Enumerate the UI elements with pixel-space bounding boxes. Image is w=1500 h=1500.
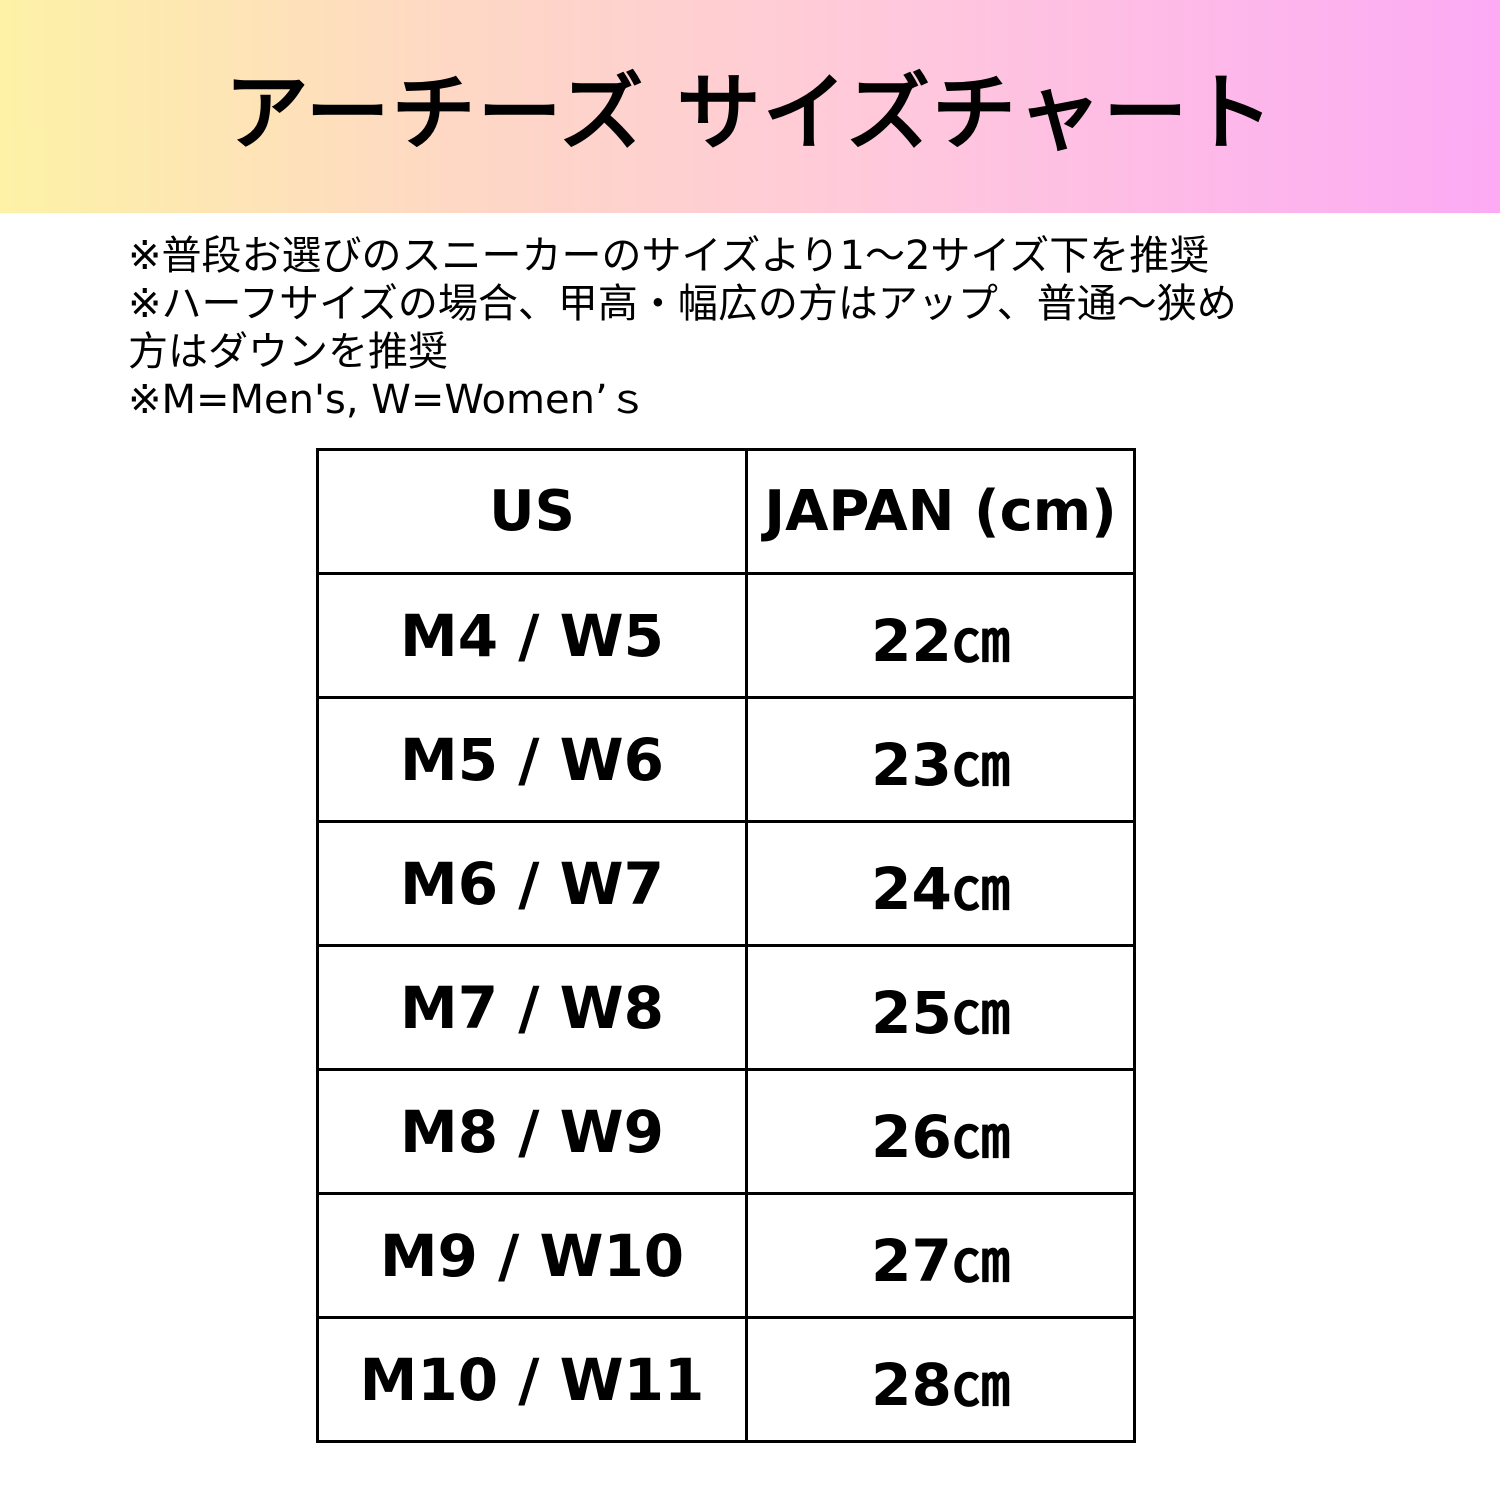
notes: ※普段お選びのスニーカーのサイズより1〜2サイズ下を推奨 ※ハーフサイズの場合、… [128, 232, 1388, 424]
note-line: ※M=Men's, W=Women’ｓ [128, 377, 648, 423]
table-header-row: US JAPAN (cm) [316, 448, 1136, 575]
us-size-cell: M9 / W10 [316, 1192, 748, 1319]
note-line: ※ハーフサイズの場合、甲高・幅広の方はアップ、普通〜狭め [128, 281, 1237, 327]
page-title: アーチーズ サイズチャート [224, 64, 1276, 162]
header-us: US [316, 448, 748, 575]
japan-size-cell: 27㎝ [745, 1192, 1136, 1319]
table-row: M5 / W6 23㎝ [316, 696, 1136, 823]
japan-size-cell: 22㎝ [745, 572, 1136, 699]
japan-size-cell: 23㎝ [745, 696, 1136, 823]
note-line: 方はダウンを推奨 [128, 329, 448, 375]
table-row: M7 / W8 25㎝ [316, 944, 1136, 1071]
title-banner: アーチーズ サイズチャート [0, 0, 1500, 213]
us-size-cell: M5 / W6 [316, 696, 748, 823]
table-row: M4 / W5 22㎝ [316, 572, 1136, 699]
table-row: M10 / W11 28㎝ [316, 1316, 1136, 1443]
us-size-cell: M10 / W11 [316, 1316, 748, 1443]
table-row: M8 / W9 26㎝ [316, 1068, 1136, 1195]
japan-size-cell: 28㎝ [745, 1316, 1136, 1443]
us-size-cell: M7 / W8 [316, 944, 748, 1071]
note-line: ※普段お選びのスニーカーのサイズより1〜2サイズ下を推奨 [128, 233, 1210, 279]
us-size-cell: M8 / W9 [316, 1068, 748, 1195]
table-row: M9 / W10 27㎝ [316, 1192, 1136, 1319]
us-size-cell: M6 / W7 [316, 820, 748, 947]
japan-size-cell: 26㎝ [745, 1068, 1136, 1195]
size-table: US JAPAN (cm) M4 / W5 22㎝ M5 / W6 23㎝ M6 / W… [316, 448, 1136, 1443]
us-size-cell: M4 / W5 [316, 572, 748, 699]
japan-size-cell: 24㎝ [745, 820, 1136, 947]
japan-size-cell: 25㎝ [745, 944, 1136, 1071]
header-japan: JAPAN (cm) [745, 448, 1136, 575]
table-row: M6 / W7 24㎝ [316, 820, 1136, 947]
